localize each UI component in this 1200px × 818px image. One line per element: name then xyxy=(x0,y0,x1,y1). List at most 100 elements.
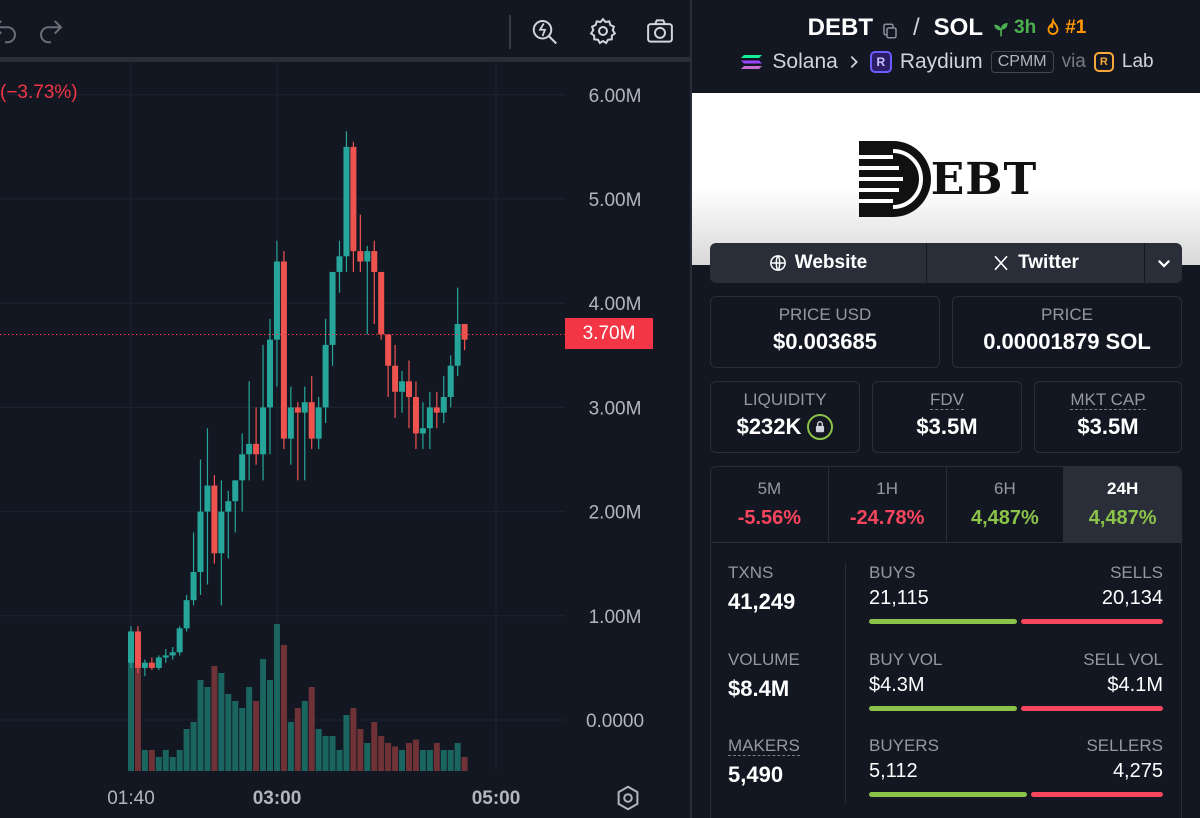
trade-metrics: TXNS 41,249 VOLUME $8.4M MAKERS 5,490 BU… xyxy=(710,543,1182,818)
more-links-button[interactable] xyxy=(1145,243,1182,283)
chevron-down-icon xyxy=(1157,259,1170,268)
chevron-right-icon xyxy=(850,56,858,68)
volume-bar xyxy=(294,708,301,771)
candle-body xyxy=(308,402,315,439)
twitter-label: Twitter xyxy=(1018,252,1079,273)
candle-body xyxy=(350,146,357,252)
candle-body xyxy=(461,324,468,340)
y-tick-label: 4.00M xyxy=(589,294,642,315)
buyers-ratio-bar xyxy=(869,792,1163,797)
sell-vol-value: $4.1M xyxy=(1107,674,1163,696)
dex-name[interactable]: Raydium xyxy=(899,50,983,73)
candle-body xyxy=(134,631,141,668)
candle-body xyxy=(155,657,162,668)
sellers-value: 4,275 xyxy=(1112,760,1163,782)
sellers-label: SELLERS xyxy=(1086,736,1163,755)
volume-bar xyxy=(239,708,246,771)
txns-label: TXNS xyxy=(728,563,774,582)
quick-search-icon[interactable] xyxy=(528,14,562,48)
price-native-label: PRICE xyxy=(1041,305,1093,324)
pair-route: Solana R Raydium CPMM via R Lab xyxy=(692,50,1200,74)
tab-5m-label: 5M xyxy=(757,479,782,498)
sell-vol-label: SELL VOL xyxy=(1083,650,1163,669)
volume-bar xyxy=(232,701,239,771)
pair-info-panel: DEBT / SOL 3h #1 Solana R Raydium CPMM v… xyxy=(690,0,1200,818)
candle-body xyxy=(357,251,364,262)
candle-body xyxy=(419,428,426,434)
trending-rank-badge[interactable]: #1 xyxy=(1044,17,1086,39)
candle-body xyxy=(371,251,378,272)
volume-bar xyxy=(412,739,419,771)
volume-bar xyxy=(253,701,260,771)
volume-bar xyxy=(406,743,412,771)
settings-icon[interactable] xyxy=(586,14,620,48)
tab-1h[interactable]: 1H -24.78% xyxy=(829,467,947,542)
volume-bar xyxy=(260,659,267,771)
tab-6h[interactable]: 6H 4,487% xyxy=(947,467,1065,542)
candle-body xyxy=(183,600,190,629)
launchpad-name[interactable]: Lab xyxy=(1121,51,1154,72)
website-button[interactable]: Website xyxy=(710,243,926,283)
candle-body xyxy=(301,402,308,413)
liquidity-lock-icon[interactable] xyxy=(807,414,834,440)
tab-6h-value: 4,487% xyxy=(970,507,1039,529)
tab-24h[interactable]: 24H 4,487% xyxy=(1064,467,1181,542)
volume-bar xyxy=(350,708,357,771)
volume-bar xyxy=(392,746,399,771)
buyers-bar xyxy=(869,792,1027,797)
candle-body xyxy=(267,339,273,408)
volume-metric: VOLUME $8.4M xyxy=(728,650,800,702)
mcap-label: MKT CAP xyxy=(1035,390,1181,410)
pool-type-tag: CPMM xyxy=(990,51,1054,73)
chain-name[interactable]: Solana xyxy=(772,50,838,73)
volume-bar xyxy=(385,743,392,771)
tab-5m-value: -5.56% xyxy=(737,507,802,529)
volume-bar xyxy=(225,694,232,771)
tab-5m[interactable]: 5M -5.56% xyxy=(711,467,829,542)
token-banner: EBT xyxy=(692,93,1200,265)
candle-body xyxy=(128,631,134,663)
volume-bar xyxy=(183,729,190,771)
y-tick-label: 2.00M xyxy=(589,503,642,524)
camera-icon[interactable] xyxy=(643,14,677,48)
sells-label: SELLS xyxy=(1110,563,1163,582)
candle-body xyxy=(197,511,204,573)
volume-bar xyxy=(141,750,148,771)
volume-bar xyxy=(371,722,378,771)
candle-body xyxy=(190,572,197,601)
twitter-button[interactable]: Twitter xyxy=(927,243,1144,283)
social-links-bar: Website Twitter xyxy=(710,243,1182,283)
volume-bar xyxy=(399,750,406,771)
y-tick-label: 3.00M xyxy=(589,398,642,419)
redo-icon[interactable] xyxy=(34,14,68,48)
sell-vol-bar xyxy=(1021,706,1163,711)
pair-age: 3h xyxy=(1014,17,1037,38)
debt-d-mark-icon xyxy=(858,141,931,217)
copy-icon[interactable] xyxy=(881,19,899,39)
candle-body xyxy=(287,407,294,439)
volume-value: $8.4M xyxy=(728,676,790,701)
candlestick-chart[interactable]: 6.00M 5.00M 4.00M 3.00M 2.00M 1.00M 0.0000 01:4… xyxy=(0,62,690,818)
banner-wordmark: EBT xyxy=(930,153,1038,205)
fdv-value: $3.5M xyxy=(916,414,978,439)
candle-body xyxy=(162,655,169,658)
fdv-card: FDV $3.5M xyxy=(872,381,1022,453)
fdv-label: FDV xyxy=(873,390,1021,410)
volume-bar xyxy=(246,687,253,771)
solana-logo-icon xyxy=(741,55,763,69)
volume-bar xyxy=(134,659,141,771)
buys-value: 21,115 xyxy=(869,587,929,609)
txns-metric: TXNS 41,249 xyxy=(728,563,795,615)
chart-panel[interactable]: 6.00M 5.00M 4.00M 3.00M 2.00M 1.00M 0.0000 01:4… xyxy=(0,0,690,818)
volume-bar xyxy=(426,750,433,771)
candle-body xyxy=(440,396,447,413)
candle-body xyxy=(273,261,280,340)
x-logo-icon xyxy=(994,255,1008,271)
candle-body xyxy=(232,480,239,502)
candle-body xyxy=(141,662,148,668)
lab-logo-icon: R xyxy=(1093,52,1114,72)
axis-settings-icon[interactable] xyxy=(613,783,643,813)
volume-bar xyxy=(433,743,440,771)
undo-icon[interactable] xyxy=(0,14,22,48)
price-change-text: (−3.73%) xyxy=(0,82,78,103)
